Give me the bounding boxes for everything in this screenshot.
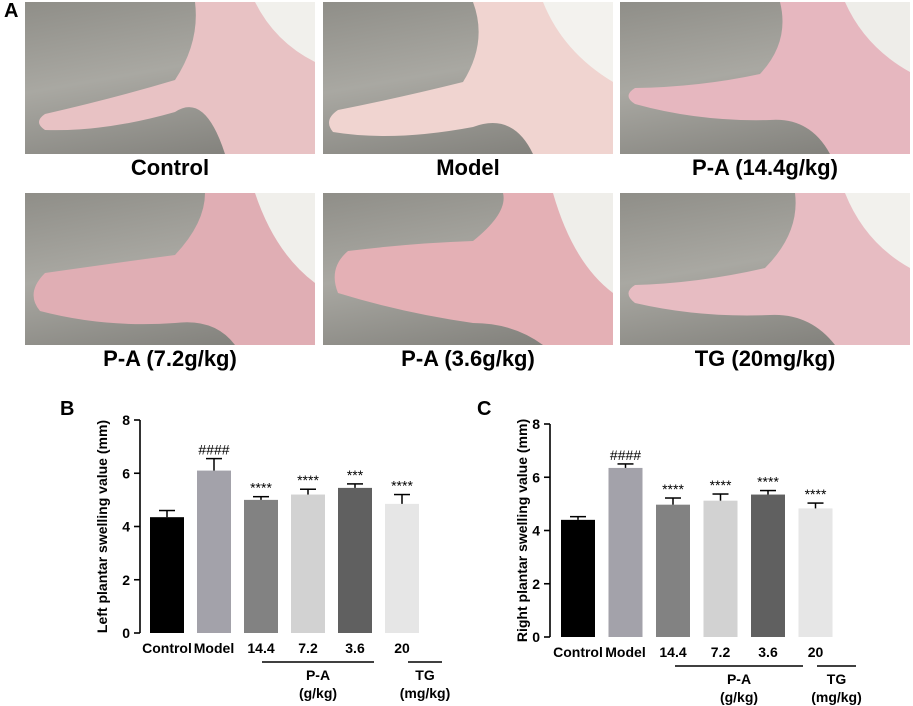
significance-label: #### (198, 442, 229, 458)
bar-7-2 (291, 494, 325, 633)
bar-20 (385, 503, 419, 633)
paw-photo-pa-14-4 (620, 2, 910, 154)
paw-photo-pa-3-6 (323, 193, 613, 345)
paw-photo-model (323, 2, 613, 154)
group-unit-tg: (mg/kg) (400, 685, 451, 701)
bar-Model (608, 467, 643, 637)
x-tick-label: 20 (394, 640, 410, 656)
photo-caption-pa-3-6: P-A (3.6g/kg) (401, 346, 535, 371)
x-tick-label: 14.4 (659, 644, 686, 660)
y-tick-label: 0 (122, 625, 130, 641)
panel-label-c: C (477, 398, 492, 420)
significance-label: **** (297, 472, 319, 488)
y-tick-label: 8 (532, 416, 540, 432)
bar-3-6 (338, 487, 372, 633)
x-tick-label: 7.2 (298, 640, 318, 656)
y-tick-label: 6 (122, 465, 130, 481)
x-tick-label: 20 (808, 644, 824, 660)
group-label-pa: P-A (727, 671, 751, 687)
y-tick-label: 2 (122, 572, 130, 588)
y-axis-title: Right plantar swelling value (mm) (514, 419, 530, 642)
photo-caption-pa-7-2: P-A (7.2g/kg) (103, 346, 237, 371)
bar-14-4 (244, 499, 278, 633)
bar-7-2 (703, 500, 738, 637)
y-tick-label: 4 (532, 523, 540, 539)
significance-label: **** (250, 480, 272, 496)
bar-20 (798, 508, 833, 637)
y-tick-label: 0 (532, 629, 540, 645)
group-unit-pa: (g/kg) (299, 685, 337, 701)
y-tick-label: 8 (122, 412, 130, 428)
x-tick-label: 3.6 (758, 644, 778, 660)
significance-label: #### (610, 447, 641, 463)
x-tick-label: Control (553, 644, 603, 660)
significance-label: **** (391, 478, 413, 494)
x-tick-label: Model (605, 644, 645, 660)
bar-Control (561, 519, 595, 637)
bar-3-6 (751, 494, 785, 637)
group-label-tg: TG (415, 667, 435, 683)
x-tick-label: 7.2 (711, 644, 731, 660)
significance-label: **** (757, 474, 779, 490)
significance-label: **** (805, 486, 827, 502)
y-tick-label: 4 (122, 519, 130, 535)
y-tick-label: 2 (532, 576, 540, 592)
group-label-pa: P-A (306, 667, 330, 683)
group-unit-pa: (g/kg) (720, 689, 758, 705)
photo-caption-control: Control (130, 155, 210, 180)
paw-photo-tg-20 (620, 193, 910, 345)
paw-photo-pa-7-2 (25, 193, 315, 345)
significance-label: *** (347, 467, 364, 483)
bar-Control (150, 517, 184, 633)
paw-photo-control (25, 2, 315, 154)
x-tick-label: Control (142, 640, 192, 656)
group-unit-tg: (mg/kg) (811, 689, 862, 705)
significance-label: **** (710, 477, 732, 493)
x-tick-label: 3.6 (345, 640, 365, 656)
photo-caption-model: Model (436, 155, 500, 180)
x-tick-label: Model (194, 640, 234, 656)
panel-label-b: B (60, 398, 75, 420)
significance-label: **** (662, 481, 684, 497)
photo-caption-tg-20: TG (20mg/kg) (694, 346, 836, 371)
panel-label-a: A (4, 0, 19, 22)
y-axis-title: Left plantar swelling value (mm) (94, 420, 110, 633)
group-label-tg: TG (827, 671, 847, 687)
bar-14-4 (656, 504, 690, 637)
y-tick-label: 6 (532, 469, 540, 485)
photo-caption-pa-14-4: P-A (14.4g/kg) (692, 155, 838, 180)
x-tick-label: 14.4 (247, 640, 274, 656)
bar-Model (197, 470, 231, 633)
